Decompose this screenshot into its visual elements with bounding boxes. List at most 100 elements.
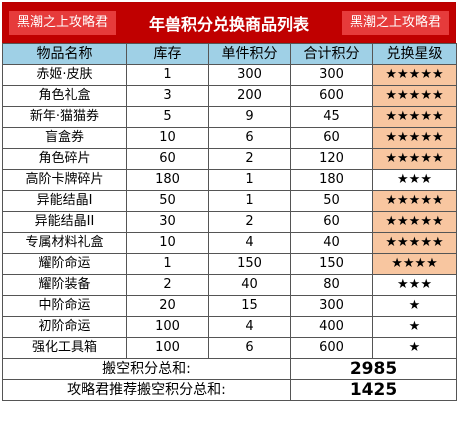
star-rating-cell: ★★★★★: [372, 232, 457, 254]
col-header-stock: 库存: [126, 43, 209, 65]
unit-points-cell: 200: [208, 85, 291, 107]
star-rating-cell: ★: [372, 295, 457, 317]
unit-points-cell: 1: [208, 190, 291, 212]
item-name-cell: 角色碎片: [2, 148, 127, 170]
star-rating-cell: ★: [372, 316, 457, 338]
star-rating-cell: ★★★: [372, 169, 457, 191]
author-tag-right: 黑潮之上攻略君: [341, 10, 449, 35]
total-points-cell: 120: [290, 148, 373, 170]
col-header-total-points: 合计积分: [290, 43, 373, 65]
total-points-cell: 45: [290, 106, 373, 128]
col-header-unit-points: 单件积分: [208, 43, 291, 65]
unit-points-cell: 1: [208, 169, 291, 191]
stock-cell: 60: [126, 148, 209, 170]
item-name-cell: 强化工具箱: [2, 337, 127, 359]
stock-cell: 20: [126, 295, 209, 317]
total-points-cell: 150: [290, 253, 373, 275]
unit-points-cell: 40: [208, 274, 291, 296]
stock-cell: 1: [126, 64, 209, 86]
table-row: 高阶卡牌碎片 180 1 180 ★★★: [2, 169, 457, 191]
table-row: 初阶命运 100 4 400 ★: [2, 316, 457, 338]
unit-points-cell: 300: [208, 64, 291, 86]
unit-points-cell: 9: [208, 106, 291, 128]
col-header-name: 物品名称: [2, 43, 127, 65]
item-name-cell: 异能结晶I: [2, 190, 127, 212]
stock-cell: 1: [126, 253, 209, 275]
total-points-cell: 40: [290, 232, 373, 254]
table-row: 耀阶命运 1 150 150 ★★★★: [2, 253, 457, 275]
unit-points-cell: 4: [208, 316, 291, 338]
unit-points-cell: 6: [208, 337, 291, 359]
item-name-cell: 新年·猫猫券: [2, 106, 127, 128]
total-points-cell: 60: [290, 127, 373, 149]
star-rating-cell: ★★★: [372, 274, 457, 296]
total-points-cell: 50: [290, 190, 373, 212]
item-name-cell: 高阶卡牌碎片: [2, 169, 127, 191]
unit-points-cell: 2: [208, 148, 291, 170]
total-row-recommended: 攻略君推荐搬空积分总和: 1425: [2, 379, 457, 401]
exchange-table-container: 黑潮之上攻略君 年兽积分兑换商品列表 黑潮之上攻略君 物品名称 库存 单件积分 …: [2, 2, 457, 401]
star-rating-cell: ★★★★★: [372, 148, 457, 170]
total-label: 搬空积分总和:: [2, 358, 291, 380]
stock-cell: 3: [126, 85, 209, 107]
stock-cell: 2: [126, 274, 209, 296]
star-rating-cell: ★★★★★: [372, 64, 457, 86]
table-row: 赤姬·皮肤 1 300 300 ★★★★★: [2, 64, 457, 86]
star-rating-cell: ★: [372, 337, 457, 359]
total-points-cell: 60: [290, 211, 373, 233]
table-row: 异能结晶I 50 1 50 ★★★★★: [2, 190, 457, 212]
exchange-table: 物品名称 库存 单件积分 合计积分 兑换星级 赤姬·皮肤 1 300 300 ★★★★★…: [2, 43, 457, 401]
stock-cell: 10: [126, 127, 209, 149]
table-row: 强化工具箱 100 6 600 ★: [2, 337, 457, 359]
stock-cell: 100: [126, 337, 209, 359]
star-rating-cell: ★★★★: [372, 253, 457, 275]
stock-cell: 180: [126, 169, 209, 191]
table-row: 异能结晶II 30 2 60 ★★★★★: [2, 211, 457, 233]
item-name-cell: 盲盒券: [2, 127, 127, 149]
title-banner: 黑潮之上攻略君 年兽积分兑换商品列表 黑潮之上攻略君: [2, 2, 456, 43]
total-points-cell: 400: [290, 316, 373, 338]
total-points-cell: 600: [290, 85, 373, 107]
stock-cell: 5: [126, 106, 209, 128]
item-name-cell: 初阶命运: [2, 316, 127, 338]
unit-points-cell: 6: [208, 127, 291, 149]
table-row: 角色碎片 60 2 120 ★★★★★: [2, 148, 457, 170]
total-points-cell: 300: [290, 64, 373, 86]
unit-points-cell: 15: [208, 295, 291, 317]
table-row: 角色礼盒 3 200 600 ★★★★★: [2, 85, 457, 107]
stock-cell: 50: [126, 190, 209, 212]
item-name-cell: 角色礼盒: [2, 85, 127, 107]
col-header-star-rating: 兑换星级: [372, 43, 457, 65]
total-points-cell: 300: [290, 295, 373, 317]
total-points-cell: 180: [290, 169, 373, 191]
unit-points-cell: 150: [208, 253, 291, 275]
page-title: 年兽积分兑换商品列表: [148, 14, 309, 34]
table-row: 新年·猫猫券 5 9 45 ★★★★★: [2, 106, 457, 128]
recommended-total-label: 攻略君推荐搬空积分总和:: [2, 379, 291, 401]
star-rating-cell: ★★★★★: [372, 106, 457, 128]
table-row: 盲盒券 10 6 60 ★★★★★: [2, 127, 457, 149]
table-row: 专属材料礼盒 10 4 40 ★★★★★: [2, 232, 457, 254]
item-name-cell: 耀阶命运: [2, 253, 127, 275]
unit-points-cell: 2: [208, 211, 291, 233]
total-value: 2985: [290, 358, 457, 380]
table-row: 耀阶装备 2 40 80 ★★★: [2, 274, 457, 296]
item-name-cell: 耀阶装备: [2, 274, 127, 296]
star-rating-cell: ★★★★★: [372, 190, 457, 212]
unit-points-cell: 4: [208, 232, 291, 254]
stock-cell: 100: [126, 316, 209, 338]
item-name-cell: 异能结晶II: [2, 211, 127, 233]
stock-cell: 10: [126, 232, 209, 254]
stock-cell: 30: [126, 211, 209, 233]
star-rating-cell: ★★★★★: [372, 85, 457, 107]
item-name-cell: 赤姬·皮肤: [2, 64, 127, 86]
table-row: 中阶命运 20 15 300 ★: [2, 295, 457, 317]
star-rating-cell: ★★★★★: [372, 211, 457, 233]
total-points-cell: 600: [290, 337, 373, 359]
column-header-row: 物品名称 库存 单件积分 合计积分 兑换星级: [2, 43, 457, 65]
item-name-cell: 中阶命运: [2, 295, 127, 317]
item-name-cell: 专属材料礼盒: [2, 232, 127, 254]
total-row-all: 搬空积分总和: 2985: [2, 358, 457, 380]
recommended-total-value: 1425: [290, 379, 457, 401]
star-rating-cell: ★★★★★: [372, 127, 457, 149]
